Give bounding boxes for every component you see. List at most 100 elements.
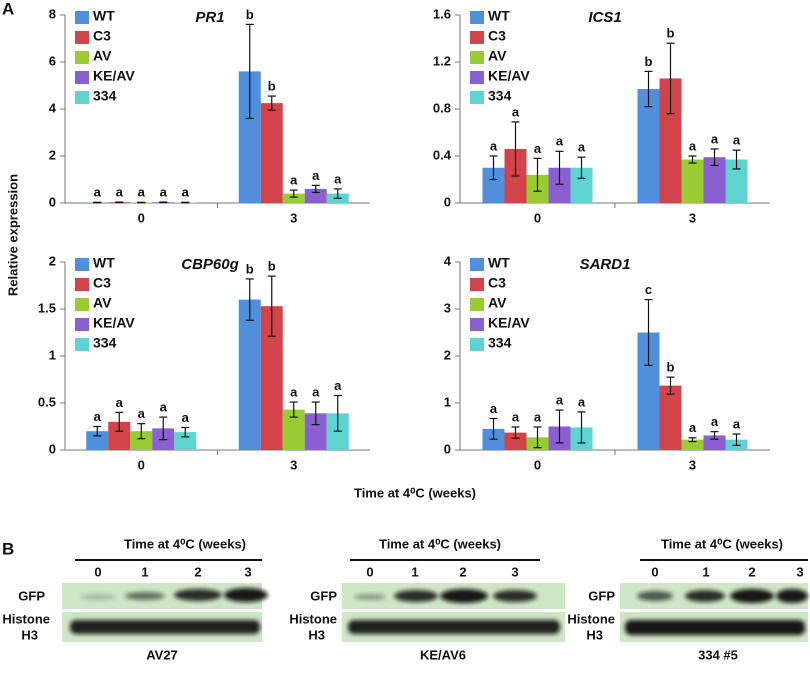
y-tick-label: 6 (49, 53, 56, 68)
significance-label: a (689, 420, 697, 435)
significance-label: b (268, 79, 276, 94)
significance-label: a (733, 133, 741, 148)
legend-swatch (75, 71, 89, 84)
row-label: Histone (2, 611, 50, 626)
bar (238, 299, 261, 450)
lane-label: 0 (651, 564, 658, 579)
blot-label: 334 #5 (698, 647, 738, 662)
legend-swatch (470, 298, 484, 311)
band (80, 594, 116, 600)
legend-label: KE/AV (488, 315, 530, 331)
lane-label: 3 (244, 564, 251, 579)
legend-swatch (470, 318, 484, 331)
bar (304, 188, 327, 203)
x-tick-label: 3 (689, 457, 696, 472)
bar (86, 431, 109, 450)
legend-label: 334 (93, 335, 117, 351)
legend-swatch (470, 278, 484, 291)
y-tick-label: 2 (49, 147, 56, 162)
row-label: H3 (308, 627, 325, 642)
blot-title: Time at 4⁰C (weeks) (124, 536, 246, 551)
bar (282, 409, 305, 450)
legend-label: C3 (93, 275, 111, 291)
legend-label: 334 (488, 88, 512, 104)
significance-label: a (290, 173, 298, 188)
significance-label: a (689, 138, 697, 153)
y-tick-label: 0.5 (38, 394, 56, 409)
legend-swatch (470, 51, 484, 64)
significance-label: a (512, 409, 520, 424)
significance-label: a (334, 171, 342, 186)
legend-label: AV (93, 295, 112, 311)
x-tick-label: 3 (290, 457, 297, 472)
x-tick-label: 0 (138, 210, 145, 225)
significance-label: a (116, 184, 124, 199)
legend-swatch (75, 318, 89, 331)
band (348, 620, 560, 634)
bar (238, 71, 261, 204)
bar (681, 159, 704, 203)
bar (174, 432, 197, 450)
significance-label: a (182, 410, 190, 425)
bar (637, 332, 660, 450)
legend-label: C3 (93, 28, 111, 44)
panel-label: A (2, 0, 14, 18)
significance-label: b (667, 360, 675, 375)
chart-title: PR1 (195, 9, 224, 26)
x-tick-label: 0 (138, 457, 145, 472)
significance-label: a (534, 409, 542, 424)
row-label: H3 (586, 627, 603, 642)
bar (260, 103, 283, 203)
bar (659, 78, 682, 203)
lane-label: 0 (366, 564, 373, 579)
significance-label: a (116, 395, 124, 410)
legend-swatch (75, 31, 89, 44)
legend-swatch (470, 71, 484, 84)
legend-swatch (470, 91, 484, 104)
x-tick-label: 3 (689, 210, 696, 225)
bar (637, 89, 660, 203)
y-tick-label: 2 (49, 253, 56, 268)
legend-swatch (75, 11, 89, 24)
significance-label: a (490, 401, 498, 416)
lane-label: 2 (748, 564, 755, 579)
significance-label: a (182, 185, 190, 200)
significance-label: a (556, 134, 564, 149)
blot-title: Time at 4⁰C (weeks) (379, 536, 501, 551)
significance-label: b (246, 7, 254, 22)
band (354, 594, 386, 600)
legend-label: KE/AV (488, 68, 530, 84)
significance-label: a (138, 406, 146, 421)
significance-label: a (290, 384, 298, 399)
legend-label: KE/AV (93, 68, 135, 84)
band (776, 589, 808, 603)
bar (548, 167, 571, 203)
band (174, 589, 222, 601)
bar (108, 421, 131, 450)
legend-swatch (470, 11, 484, 24)
band (70, 620, 260, 634)
y-tick-label: 0 (444, 194, 451, 209)
lane-label: 1 (411, 564, 418, 579)
band (224, 588, 268, 602)
panel-label: B (2, 539, 14, 558)
y-tick-label: 1 (49, 347, 56, 362)
significance-label: b (645, 54, 653, 69)
y-tick-label: 1.5 (38, 300, 56, 315)
legend-label: 334 (488, 335, 512, 351)
significance-label: a (334, 378, 342, 393)
legend-label: AV (488, 295, 507, 311)
legend-swatch (75, 91, 89, 104)
significance-label: b (667, 26, 675, 41)
legend-label: 334 (93, 88, 117, 104)
chart-title: ICS1 (588, 9, 621, 26)
chart-title: SARD1 (580, 256, 631, 273)
y-tick-label: 3 (444, 300, 451, 315)
legend-label: WT (93, 255, 115, 271)
row-label: GFP (18, 588, 45, 603)
y-tick-label: 1.2 (433, 53, 451, 68)
y-tick-label: 4 (444, 253, 452, 268)
significance-label: a (512, 104, 520, 119)
legend-swatch (470, 31, 484, 44)
y-tick-label: 4 (49, 100, 57, 115)
